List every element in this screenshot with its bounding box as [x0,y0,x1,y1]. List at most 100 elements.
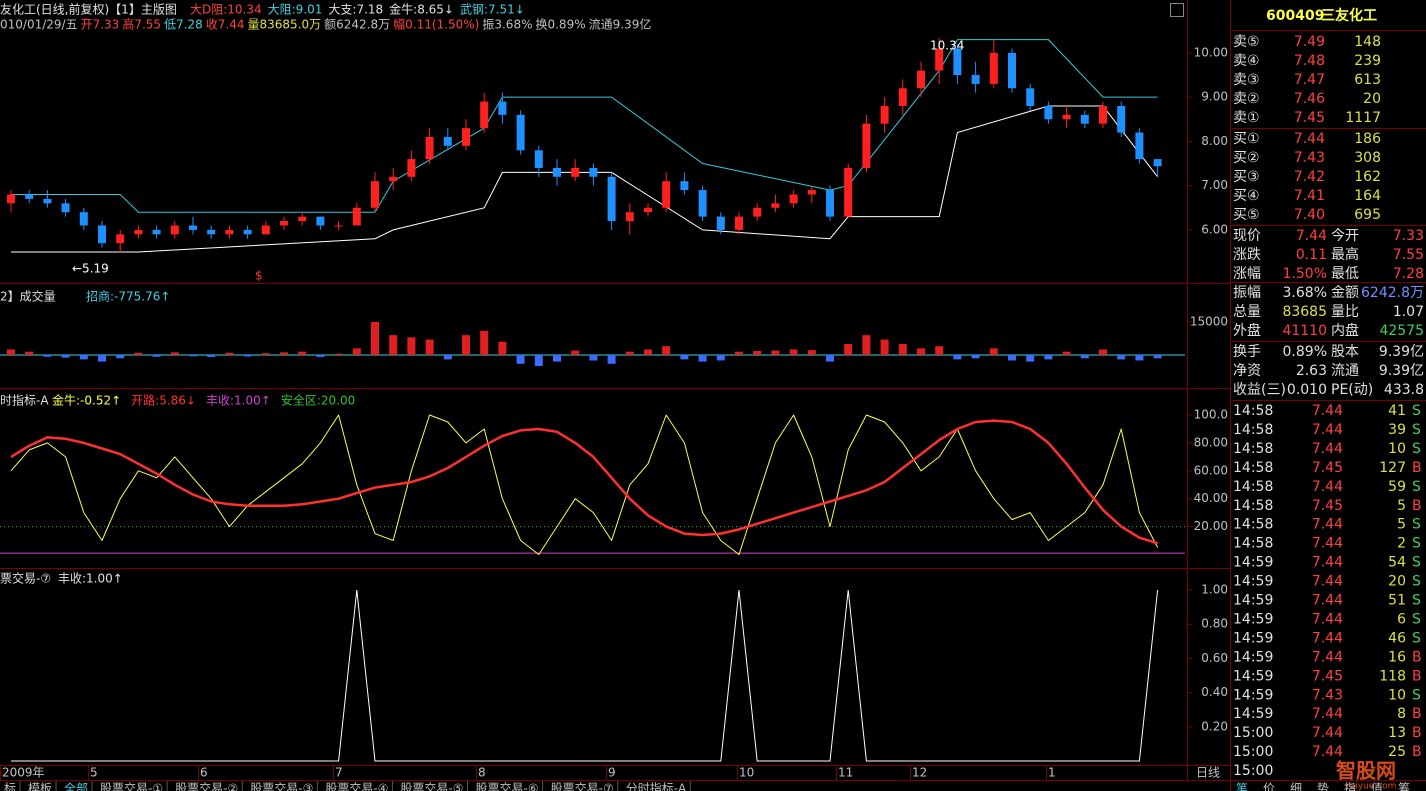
x-tick-label: 6 [200,766,208,780]
stat-label: PE(动) [1331,382,1373,398]
header-item: 金牛:8.65↓ [389,2,454,17]
tab[interactable]: 股票交易-④ [325,781,388,791]
annotation: ←5.19 [72,262,109,276]
trade-time: 14:58 [1233,403,1273,419]
x-tick-label: 11 [838,766,853,780]
trade-time: 14:58 [1233,498,1273,514]
trade-time: 14:59 [1233,630,1273,646]
tab[interactable]: 细 [1290,782,1302,791]
tab[interactable]: 值 [1371,781,1383,791]
candle-body [716,216,725,230]
y-tick-label: 6.00 [1201,222,1228,236]
trade-side: B [1412,706,1422,722]
volume-bar [316,354,325,357]
candle-body [1153,159,1162,167]
trade-side: S [1412,479,1421,495]
candle-body [43,198,52,204]
volume-bar [789,349,798,355]
volume-bar [807,350,816,355]
tab[interactable]: 股票交易-② [175,781,238,791]
candle-body [662,181,671,208]
stock-code: 600409 [1266,8,1324,24]
tab[interactable]: 笔 [1236,781,1248,791]
annotation: 10.34 [930,39,964,53]
trade-price: 7.44 [1312,744,1343,760]
volume-bar [989,348,998,355]
stat-value: 3.68% [1283,285,1327,301]
trade-side: B [1412,744,1422,760]
trade-price: 7.44 [1312,479,1343,495]
volume-bar [225,352,234,355]
trade-volume: 13 [1388,725,1406,741]
volume-bar [152,354,161,357]
stat-value: 6242.8万 [1361,285,1424,301]
candle-body [953,48,962,76]
volume-bar [862,335,871,355]
trade-side: B [1412,498,1422,514]
trade-volume: 20 [1388,574,1406,590]
trade-time: 14:59 [1233,593,1273,609]
tab[interactable]: 标 [4,782,16,791]
period-label[interactable]: 日线 [1196,766,1220,780]
info-item: 高7.55 [122,17,161,32]
candle-body [625,212,634,222]
stat-label: 最低 [1331,266,1359,282]
tab[interactable]: 价 [1263,782,1275,791]
tab[interactable]: 筹 [1398,782,1410,791]
tab[interactable]: 势 [1317,782,1329,791]
legend-item: 开路:5.86↓ [131,393,196,408]
trade-price: 7.45 [1312,498,1343,514]
tab[interactable]: 指 [1344,781,1356,791]
trade-side: S [1412,687,1421,703]
candle-body [116,234,125,244]
volume-bar [1099,349,1107,355]
tab[interactable]: 模板 [28,782,52,791]
volume-bar [516,354,525,364]
candle-body [389,176,398,182]
stat-value: 1.07 [1393,304,1424,320]
candle-body [1135,132,1144,160]
volume-bar [462,335,470,355]
trade-side: S [1412,555,1421,571]
chart-title: 友化工(日线,前复权)【1】主版图 [0,2,177,17]
trade-price: 7.44 [1312,649,1343,665]
stat-value: 0.11 [1296,247,1327,263]
maximize-button[interactable] [1170,3,1184,17]
volume-bar [534,354,543,366]
tab[interactable]: 股票交易-⑦ [551,781,614,791]
info-item: 低7.28 [164,18,203,32]
tab[interactable]: 分时指标-A [626,781,687,791]
trade-volume: 39 [1388,422,1406,438]
book-price: 7.49 [1294,34,1325,50]
book-label: 买③ [1233,169,1260,185]
candle-body [971,75,980,84]
tab[interactable]: 股票交易-⑥ [476,781,539,791]
volume-bar [425,339,434,355]
volume-bar [189,354,197,357]
stat-value: 7.28 [1393,266,1424,282]
candle-body [826,190,834,217]
volume-bar [971,354,980,359]
tab[interactable]: 股票交易-③ [250,781,313,791]
y-tick-label: 60.00 [1194,463,1228,477]
pane-title: 时指标-A [0,393,49,408]
y-tick-label: 10.00 [1194,45,1228,59]
candle-body [917,70,925,89]
candle-body [1080,114,1089,124]
trade-price: 7.44 [1312,574,1343,590]
volume-bar [243,354,252,357]
volume-bar [61,354,70,358]
trade-side: S [1412,611,1421,627]
tab[interactable]: 全部 [64,781,88,791]
book-volume: 613 [1354,72,1381,88]
tab[interactable]: 股票交易-⑤ [400,781,463,791]
pane-title: 票交易-⑦ [0,571,51,586]
y-tick-label: 1.00 [1201,583,1228,597]
trade-side: B [1412,460,1422,476]
tab[interactable]: 股票交易-① [100,781,163,791]
stat-value: 9.39亿 [1379,344,1424,360]
volume-bar [134,352,143,355]
y-tick-label: 0.80 [1201,617,1228,631]
trade-volume: 10 [1388,441,1406,457]
